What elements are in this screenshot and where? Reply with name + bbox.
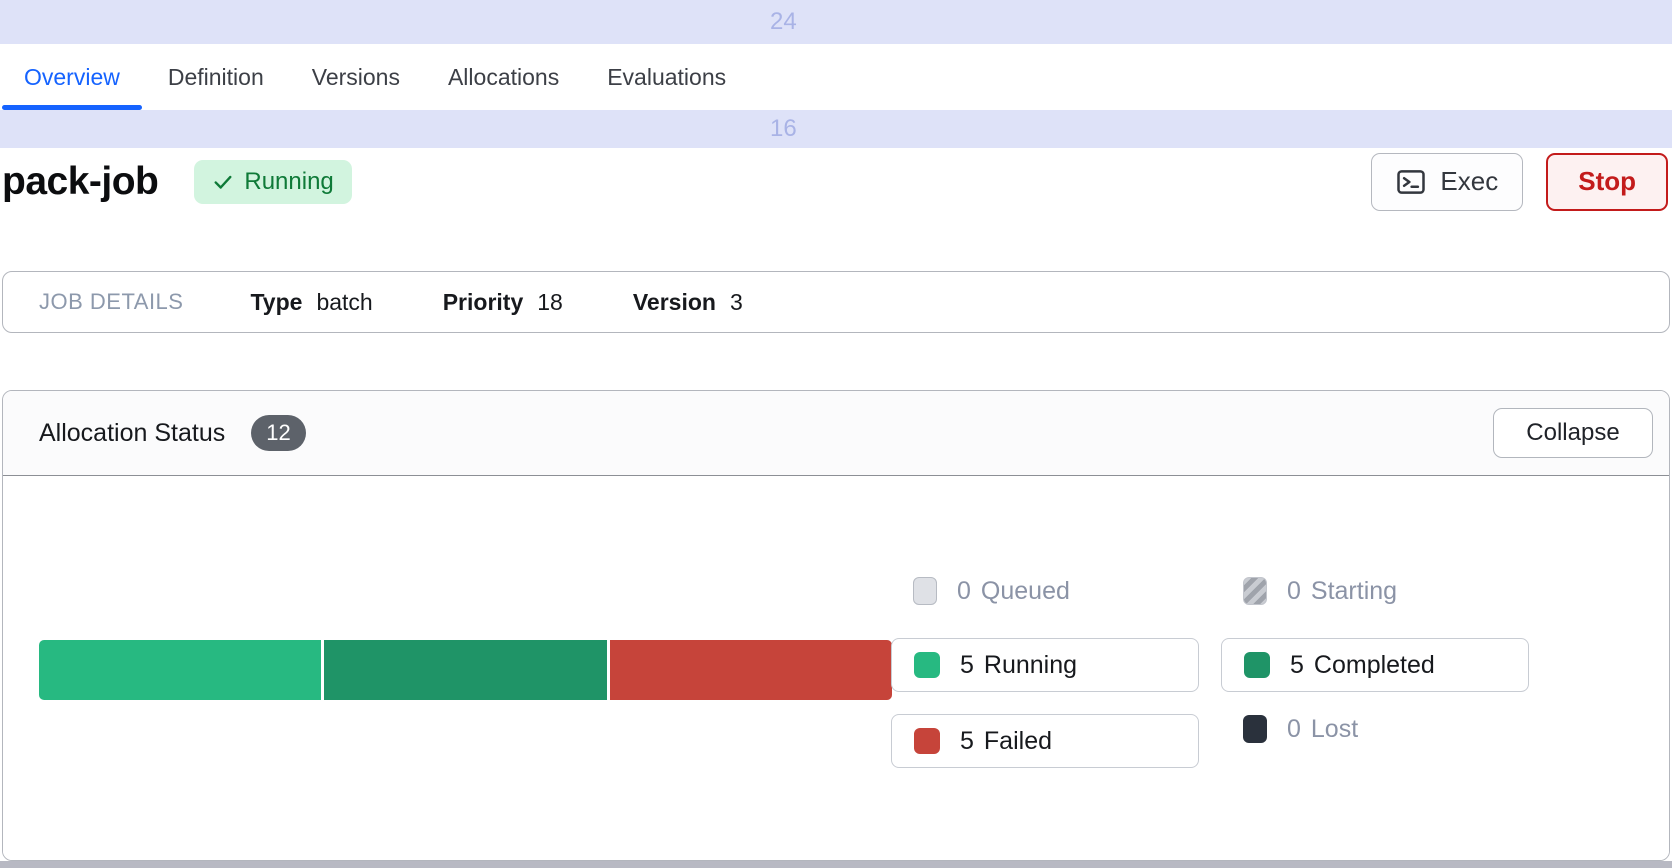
- running-swatch-icon: [914, 652, 940, 678]
- check-icon: [214, 175, 232, 189]
- failed-label: Failed: [983, 726, 1052, 755]
- tab-versions[interactable]: Versions: [311, 63, 400, 90]
- failed-count: 5: [960, 726, 974, 755]
- lost-label: Lost: [1310, 714, 1359, 743]
- collapse-button-label: Collapse: [1526, 419, 1620, 446]
- legend-item-running[interactable]: 5 Running: [891, 638, 1199, 692]
- legend-row-1: 0 Queued 0 Starting: [891, 576, 1551, 606]
- stop-button[interactable]: Stop: [1546, 152, 1668, 211]
- bar-segment-completed[interactable]: [324, 640, 607, 700]
- legend-item-lost: 0 Lost: [1221, 714, 1529, 744]
- tab-definition[interactable]: Definition: [167, 63, 264, 90]
- legend-item-queued: 0 Queued: [891, 576, 1199, 606]
- allocation-status-title: Allocation Status: [39, 418, 226, 447]
- legend-item-starting: 0 Starting: [1221, 576, 1529, 606]
- tab-evaluations[interactable]: Evaluations: [607, 63, 727, 90]
- measure-band-mid-value: 16: [770, 115, 797, 142]
- job-details-card: JOB DETAILS Type batch Priority 18 Versi…: [2, 271, 1670, 333]
- legend-item-completed[interactable]: 5 Completed: [1221, 638, 1529, 692]
- legend-item-failed[interactable]: 5 Failed: [891, 714, 1199, 768]
- queued-swatch-icon: [913, 577, 937, 605]
- measure-band-mid: 16: [0, 110, 1672, 148]
- job-version-label: Version: [632, 288, 716, 315]
- running-count: 5: [960, 650, 974, 679]
- allocation-stacked-bar[interactable]: [39, 640, 892, 700]
- allocation-status-header: Allocation Status 12 Collapse: [3, 391, 1669, 476]
- running-label: Running: [983, 650, 1078, 679]
- job-priority-label: Priority: [442, 288, 524, 315]
- tab-overview[interactable]: Overview: [0, 44, 144, 110]
- collapse-button[interactable]: Collapse: [1493, 408, 1653, 458]
- measure-band-top: 24: [0, 0, 1672, 44]
- legend-row-2: 5 Running 5 Completed: [891, 638, 1551, 692]
- status-badge: Running: [194, 159, 352, 204]
- exec-button[interactable]: Exec: [1371, 152, 1524, 211]
- queued-count: 0: [957, 576, 971, 605]
- completed-swatch-icon: [1244, 652, 1270, 678]
- stop-button-label: Stop: [1578, 166, 1636, 196]
- starting-label: Starting: [1310, 576, 1398, 605]
- job-priority-field: Priority 18: [443, 289, 563, 316]
- lost-count: 0: [1287, 714, 1301, 743]
- allocation-legend: 0 Queued 0 Starting 5 Running 5 Completed: [891, 576, 1551, 768]
- job-version-value: 3: [729, 288, 743, 315]
- failed-swatch-icon: [914, 728, 940, 754]
- job-tabbar: Overview Definition Versions Allocations…: [0, 44, 1672, 110]
- measure-band-top-value: 24: [770, 8, 797, 35]
- job-priority-value: 18: [537, 288, 563, 315]
- terminal-icon: [1397, 169, 1426, 194]
- job-details-fields: Type batch Priority 18 Version 3: [250, 289, 742, 316]
- job-type-label: Type: [250, 288, 303, 315]
- tab-allocations[interactable]: Allocations: [447, 63, 560, 90]
- completed-label: Completed: [1313, 650, 1435, 679]
- allocation-status-body: 0 Queued 0 Starting 5 Running 5 Completed: [3, 476, 1669, 860]
- lost-swatch-icon: [1243, 715, 1267, 743]
- page-title: pack-job: [2, 159, 159, 203]
- job-type-field: Type batch: [250, 289, 372, 316]
- queued-label: Queued: [980, 576, 1070, 605]
- job-header-row: pack-job Running Exec Stop: [0, 148, 1672, 271]
- job-details-label: JOB DETAILS: [39, 289, 184, 314]
- starting-swatch-icon: [1243, 577, 1267, 605]
- job-type-value: batch: [316, 288, 373, 315]
- completed-count: 5: [1290, 650, 1304, 679]
- job-version-field: Version 3: [633, 289, 743, 316]
- bar-segment-running[interactable]: [39, 640, 322, 700]
- bar-segment-failed[interactable]: [609, 640, 892, 700]
- bottom-band: [0, 861, 1672, 868]
- status-badge-label: Running: [244, 167, 334, 195]
- exec-button-label: Exec: [1440, 166, 1499, 196]
- allocation-count-badge: 12: [251, 415, 306, 451]
- starting-count: 0: [1287, 576, 1301, 605]
- legend-row-3: 5 Failed 0 Lost: [891, 714, 1551, 768]
